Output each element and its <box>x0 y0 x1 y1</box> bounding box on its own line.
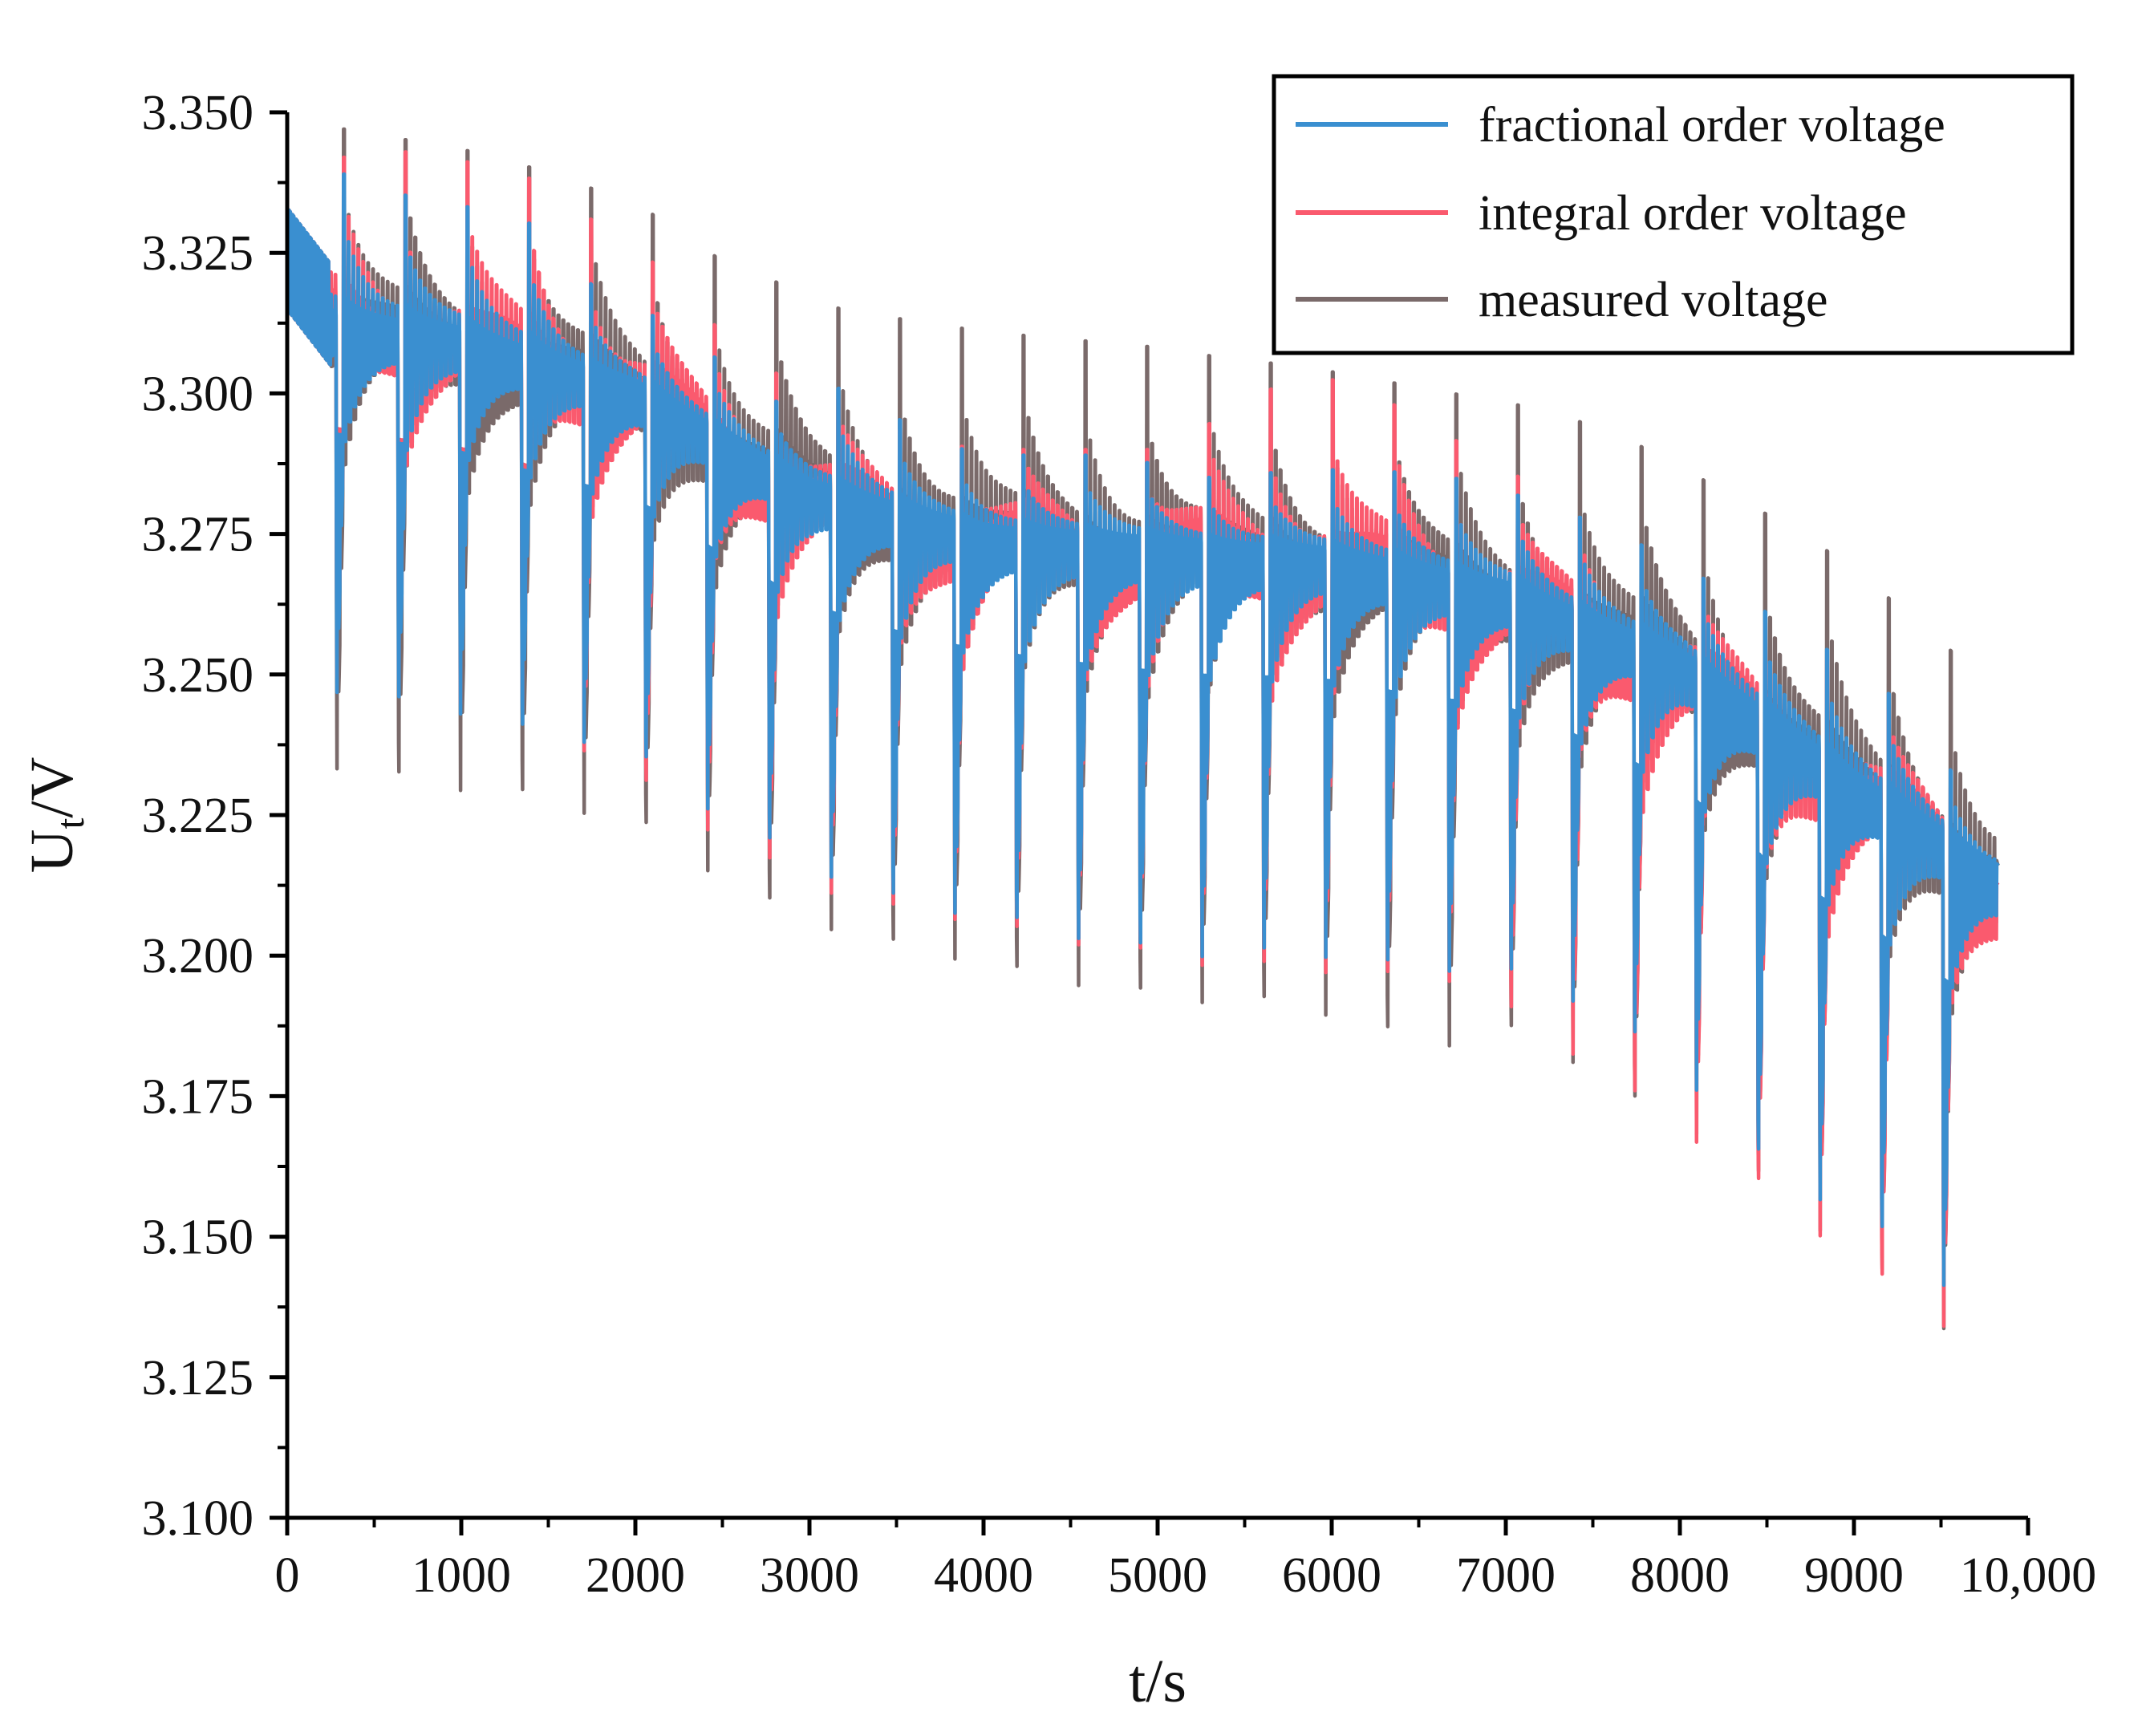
y-tick-label: 3.175 <box>142 1069 254 1124</box>
y-tick-label: 3.100 <box>142 1491 254 1546</box>
x-ticks: 0 1000 2000 3000 4000 5000 6000 7000 8000 9000 10,… <box>275 1518 2097 1603</box>
x-tick-label: 0 <box>275 1548 300 1603</box>
x-tick-label: 7000 <box>1456 1548 1556 1603</box>
y-axis-title-main: U <box>18 829 86 874</box>
x-tick-label: 10,000 <box>1960 1548 2097 1603</box>
y-axis-title-tail: /V <box>18 756 86 817</box>
x-tick-label: 1000 <box>412 1548 511 1603</box>
x-tick-label: 3000 <box>760 1548 859 1603</box>
legend-label-fractional: fractional order voltage <box>1479 98 1945 152</box>
legend: fractional order voltage integral order … <box>1272 74 2075 355</box>
y-tick-label: 3.300 <box>142 367 254 421</box>
y-ticks: 3.100 3.125 3.150 3.175 3.200 3.225 3.250 3.275… <box>142 86 287 1546</box>
x-tick-label: 5000 <box>1108 1548 1207 1603</box>
x-tick-label: 2000 <box>586 1548 685 1603</box>
legend-label-measured: measured voltage <box>1479 273 1828 327</box>
x-tick-label: 4000 <box>934 1548 1033 1603</box>
x-tick-label: 9000 <box>1804 1548 1904 1603</box>
y-tick-label: 3.275 <box>142 508 254 562</box>
y-tick-label: 3.150 <box>142 1211 254 1265</box>
series-layer <box>287 127 2000 1331</box>
y-tick-label: 3.125 <box>142 1351 254 1405</box>
legend-label-integral: integral order voltage <box>1479 186 1907 241</box>
x-tick-label: 6000 <box>1282 1548 1381 1603</box>
y-tick-label: 3.200 <box>142 929 254 984</box>
y-tick-label: 3.225 <box>142 789 254 843</box>
y-tick-label: 3.325 <box>142 226 254 281</box>
x-tick-label: 8000 <box>1630 1548 1730 1603</box>
y-tick-label: 3.350 <box>142 86 254 140</box>
x-axis-title: t/s <box>1129 1648 1187 1715</box>
y-tick-label: 3.250 <box>142 648 254 703</box>
y-axis-title-subscript: t <box>47 818 92 829</box>
series-line-fractional <box>287 172 2000 1288</box>
y-axis-title: Ut/V <box>18 756 92 873</box>
